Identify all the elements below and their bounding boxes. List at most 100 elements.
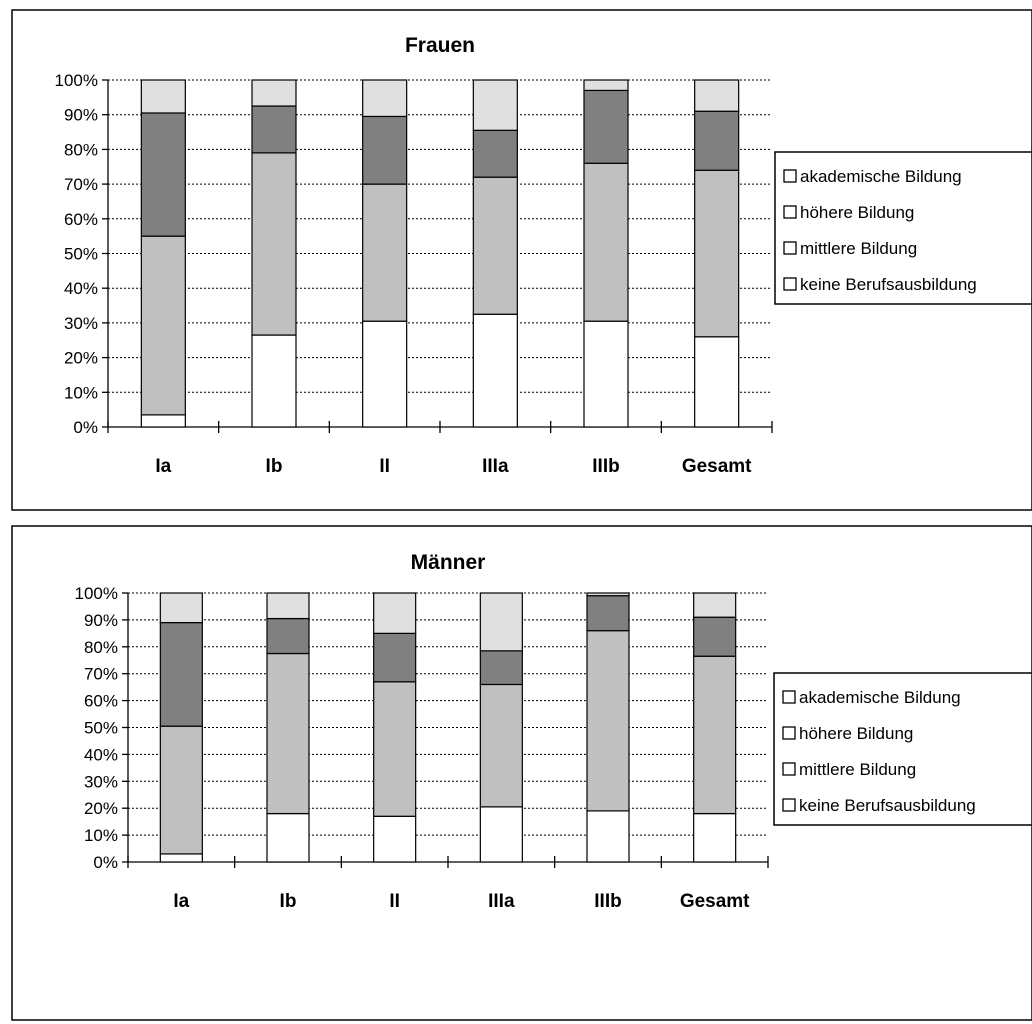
y-tick-label: 90%	[64, 106, 98, 125]
legend-swatch	[783, 169, 797, 183]
bar-segment	[583, 79, 629, 92]
y-tick-label: 100%	[55, 71, 98, 90]
y-tick-label: 100%	[75, 584, 118, 603]
bar-segment	[693, 592, 737, 618]
bar-segment	[373, 592, 417, 634]
bar-segment	[140, 79, 186, 114]
legend-label: akademische Bildung	[800, 167, 962, 186]
bar-segment	[586, 595, 630, 632]
legend	[774, 151, 1032, 305]
bar-segment	[266, 592, 310, 620]
bar-segment	[140, 414, 186, 428]
y-tick-label: 20%	[64, 349, 98, 368]
y-tick-label: 40%	[84, 745, 118, 764]
legend-label: mittlere Bildung	[800, 239, 917, 258]
legend-label: mittlere Bildung	[799, 760, 916, 779]
bar-segment	[266, 652, 310, 815]
bar-segment	[586, 592, 630, 597]
legend-swatch	[782, 690, 796, 704]
x-tick-label: Gesamt	[682, 456, 752, 477]
bar-segment	[693, 616, 737, 657]
x-tick-label: IIIb	[592, 456, 619, 477]
bar-segment	[251, 334, 297, 428]
bar-segment	[373, 681, 417, 817]
bar-segment	[694, 336, 740, 428]
bar-segment	[472, 79, 518, 131]
legend	[773, 672, 1032, 826]
bar-segment	[694, 169, 740, 338]
bar-segment	[583, 89, 629, 164]
bar-segment	[586, 630, 630, 812]
chart-0: Frauen 0% 10% 20% 30% 40% 50% 60% 70% 80% 90% 100% I…	[11, 9, 1032, 511]
bar-segment	[583, 162, 629, 322]
bar-segment	[362, 79, 408, 118]
bar-segment	[693, 812, 737, 863]
y-tick-label: 60%	[64, 210, 98, 229]
bar-segment	[251, 152, 297, 336]
y-tick-label: 10%	[64, 383, 98, 402]
legend-swatch	[783, 241, 797, 255]
y-tick-label: 70%	[84, 665, 118, 684]
x-tick-label: Ib	[266, 456, 283, 477]
y-tick-label: 20%	[84, 799, 118, 818]
bar-segment	[694, 110, 740, 171]
legend-label: keine Berufsausbildung	[800, 275, 977, 294]
y-tick-label: 80%	[64, 140, 98, 159]
x-tick-label: II	[389, 891, 400, 912]
bar-segment	[159, 621, 203, 727]
y-tick-label: 60%	[84, 692, 118, 711]
bar-segment	[362, 320, 408, 428]
legend-swatch	[782, 798, 796, 812]
bar-segment	[251, 79, 297, 107]
x-tick-label: Ia	[155, 456, 171, 477]
bar-segment	[694, 79, 740, 112]
chart-title: Männer	[411, 551, 486, 574]
legend-swatch	[783, 205, 797, 219]
x-tick-label: IIIb	[594, 891, 621, 912]
y-tick-label: 0%	[93, 853, 118, 872]
bar-segment	[586, 810, 630, 863]
bar-segment	[140, 235, 186, 416]
y-tick-label: 90%	[84, 611, 118, 630]
bar-segment	[693, 655, 737, 815]
x-tick-label: Gesamt	[680, 891, 750, 912]
legend-label: keine Berufsausbildung	[799, 796, 976, 815]
bar-segment	[373, 815, 417, 863]
bar-segment	[159, 725, 203, 855]
bar-segment	[479, 650, 523, 686]
bar-segment	[583, 320, 629, 428]
legend-label: höhere Bildung	[799, 724, 913, 743]
bar-segment	[266, 812, 310, 863]
bar-segment	[479, 683, 523, 808]
y-tick-label: 40%	[64, 279, 98, 298]
x-tick-label: IIIa	[482, 456, 509, 477]
bar-segment	[472, 129, 518, 178]
bar-segment	[479, 592, 523, 652]
bar-segment	[362, 183, 408, 322]
y-tick-label: 30%	[64, 314, 98, 333]
y-tick-label: 50%	[64, 245, 98, 264]
y-tick-label: 10%	[84, 826, 118, 845]
legend-label: höhere Bildung	[800, 203, 914, 222]
bar-segment	[159, 853, 203, 863]
chart-title: Frauen	[405, 34, 475, 57]
bar-segment	[472, 176, 518, 315]
legend-label: akademische Bildung	[799, 688, 961, 707]
bar-segment	[159, 592, 203, 624]
y-tick-label: 50%	[84, 719, 118, 738]
bar-segment	[251, 105, 297, 154]
bar-segment	[362, 115, 408, 185]
legend-swatch	[782, 726, 796, 740]
x-tick-label: Ia	[173, 891, 189, 912]
y-tick-label: 0%	[73, 418, 98, 437]
bar-segment	[140, 112, 186, 237]
bar-segment	[479, 806, 523, 863]
y-tick-label: 30%	[84, 772, 118, 791]
bar-segment	[472, 313, 518, 428]
legend-swatch	[783, 277, 797, 291]
x-tick-label: IIIa	[488, 891, 515, 912]
y-tick-label: 80%	[84, 638, 118, 657]
chart-1: Männer 0% 10% 20% 30% 40% 50% 60% 70% 80% 90% 100% I…	[11, 525, 1032, 1021]
legend-swatch	[782, 762, 796, 776]
